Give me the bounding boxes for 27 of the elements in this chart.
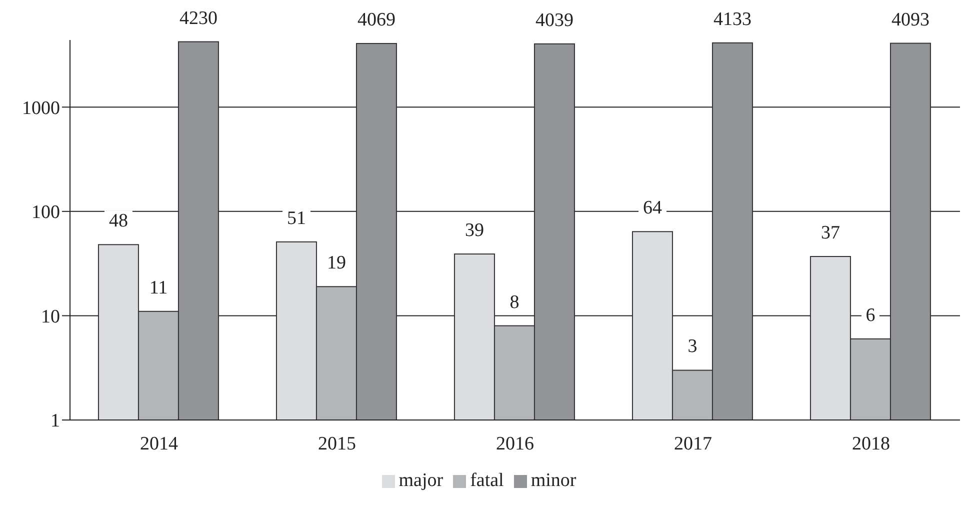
data-label: 64 xyxy=(642,198,662,219)
x-tick-label: 2014 xyxy=(140,433,178,454)
data-label: 4133 xyxy=(713,8,752,30)
data-label: 8 xyxy=(510,292,520,313)
legend-label: minor xyxy=(530,470,576,491)
x-tick-label: 2015 xyxy=(318,433,356,454)
x-tick-label: 2016 xyxy=(496,433,534,454)
data-label: 19 xyxy=(326,252,346,274)
y-tick-label: 1000 xyxy=(22,98,60,119)
data-label: 4093 xyxy=(891,9,930,30)
data-label: 3 xyxy=(688,336,698,358)
y-tick-label: 10 xyxy=(41,306,60,328)
data-label: 39 xyxy=(464,220,484,242)
data-label: 4039 xyxy=(535,10,574,31)
legend-label: major xyxy=(398,470,444,491)
y-tick-label: 100 xyxy=(32,202,60,224)
data-label: 51 xyxy=(286,208,306,229)
x-tick-label: 2017 xyxy=(674,433,712,454)
y-tick-label: 1 xyxy=(50,410,60,432)
data-label: 48 xyxy=(108,210,128,232)
data-label: 37 xyxy=(820,222,840,244)
x-tick-label: 2018 xyxy=(852,433,890,454)
data-label: 4069 xyxy=(357,10,396,31)
data-label: 6 xyxy=(866,304,876,326)
data-label: 4230 xyxy=(179,8,218,29)
legend-label: fatal xyxy=(470,470,504,491)
data-label: 11 xyxy=(149,277,168,298)
